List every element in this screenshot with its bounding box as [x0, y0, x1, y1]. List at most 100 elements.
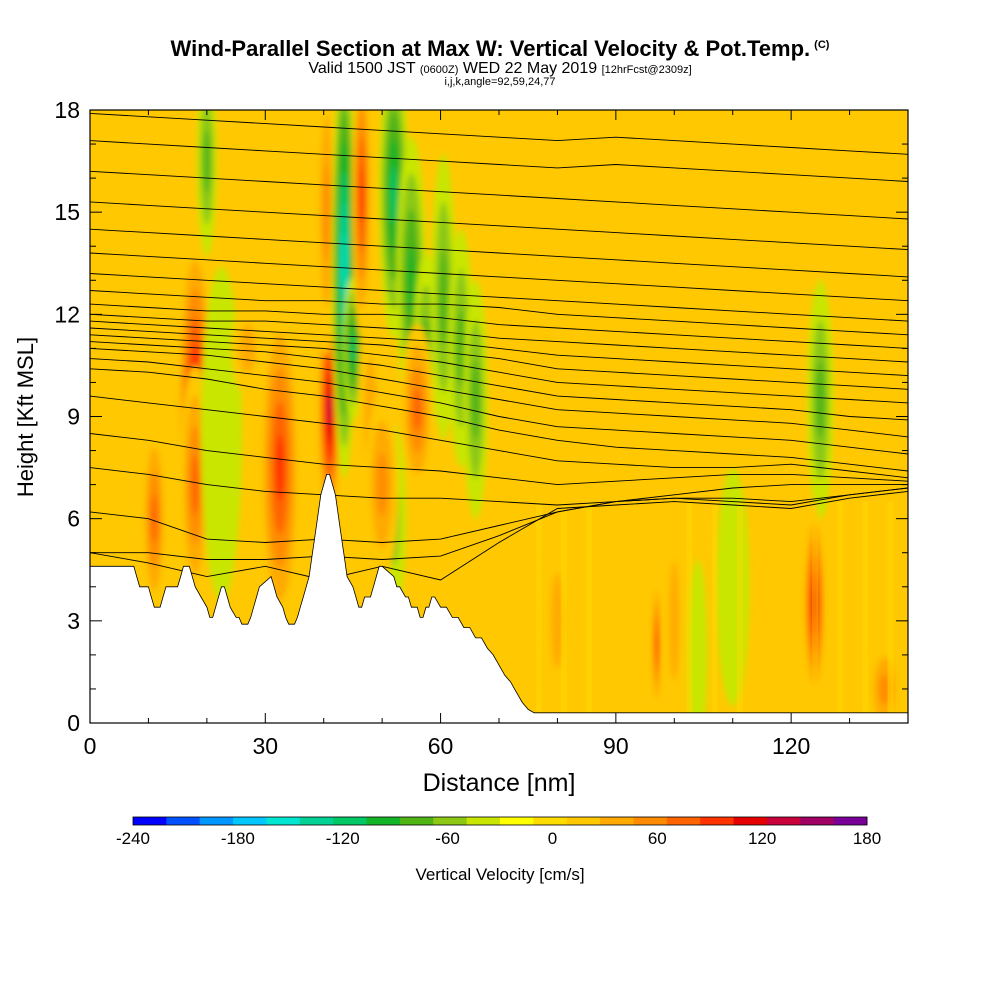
x-tick-label: 0	[84, 733, 97, 759]
colorbar-swatch	[366, 817, 401, 825]
colorbar-frame	[132, 816, 868, 826]
velocity-cell	[456, 308, 466, 389]
colorbar-swatch	[733, 817, 768, 825]
colorbar-tick-label: 0	[548, 829, 557, 848]
colorbar-swatch	[500, 817, 534, 825]
velocity-stripe	[636, 501, 643, 723]
isentrope-line	[90, 112, 908, 155]
y-tick-label: 9	[67, 404, 80, 430]
velocity-cell	[879, 673, 891, 705]
copyright-mark: (C)	[814, 38, 830, 51]
velocity-stripe	[686, 501, 693, 723]
axis-ticks: 0 30 60 90 120 0 3 6 9 12 15 18	[54, 97, 908, 759]
velocity-cell	[571, 307, 637, 594]
x-tick-label: 30	[252, 733, 278, 759]
isentrope-line	[90, 368, 908, 472]
x-axis-label: Distance [nm]	[423, 769, 576, 797]
isentrope-line	[90, 290, 908, 336]
velocity-cell	[812, 587, 817, 620]
isentrope-line	[90, 327, 908, 390]
colorbar-swatch	[199, 817, 234, 825]
velocity-stripe	[812, 501, 819, 723]
isentrope-line	[90, 228, 908, 278]
velocity-stripes	[510, 501, 894, 723]
colorbar-swatch	[833, 817, 868, 825]
colorbar-tick-label: -120	[326, 829, 360, 848]
velocity-cell	[413, 388, 422, 432]
colorbar-swatch	[700, 817, 735, 825]
colorbar-swatch	[266, 817, 301, 825]
velocity-cell	[239, 324, 256, 373]
velocity-cell	[327, 392, 332, 427]
colorbar-swatch	[466, 817, 501, 825]
velocity-cell	[407, 244, 416, 317]
isentrope-line	[90, 467, 908, 506]
x-tick-label: 90	[603, 733, 629, 759]
colorbar-swatch	[766, 817, 801, 825]
velocity-stripe	[611, 501, 618, 723]
isentrope-line	[90, 487, 908, 543]
isentrope-line	[90, 487, 908, 560]
isentrope-line	[90, 320, 908, 377]
colorbar-swatch	[800, 817, 835, 825]
y-tick-label: 3	[67, 608, 80, 634]
isentrope-line	[90, 490, 908, 581]
velocity-cell	[342, 232, 346, 294]
colorbar-swatch	[299, 817, 334, 825]
velocity-cell	[815, 359, 825, 440]
isentrope-line	[90, 347, 908, 438]
colorbar-swatch	[333, 817, 368, 825]
velocity-cell	[471, 359, 480, 440]
velocity-stripe	[761, 501, 768, 723]
colorbar-swatch	[133, 817, 167, 825]
x-tick-label: 60	[428, 733, 454, 759]
colorbar: -240 -180 -120 -60 0 60 120 180	[116, 816, 881, 848]
velocity-cell	[551, 573, 564, 669]
velocity-cell	[323, 164, 330, 260]
velocity-stripe	[862, 501, 869, 723]
y-tick-label: 15	[54, 199, 80, 225]
velocity-cell	[669, 561, 680, 681]
isentrope-contours	[90, 112, 908, 581]
velocity-cell	[716, 467, 750, 706]
velocity-stripe	[787, 501, 794, 723]
colorbar-tick-label: -180	[221, 829, 255, 848]
colorbar-swatch	[600, 817, 634, 825]
isentrope-line	[90, 313, 908, 363]
velocity-cell	[350, 334, 355, 363]
plot-area	[90, 110, 908, 723]
colorbar-swatch	[433, 817, 468, 825]
forecast-info: [12hrFcst@2309z]	[601, 64, 692, 76]
velocity-cell	[151, 494, 158, 543]
velocity-cell	[439, 249, 448, 345]
velocity-cell	[110, 291, 152, 406]
colorbar-tick-label: -60	[435, 829, 460, 848]
valid-date: WED 22 May 2019	[462, 60, 598, 77]
isentrope-line	[90, 358, 908, 455]
colorbar-swatch	[666, 817, 701, 825]
velocity-cell	[376, 452, 388, 517]
section-params: i,j,k,angle=92,59,24,77	[444, 76, 556, 88]
velocity-cell	[655, 631, 658, 659]
velocity-stripe	[837, 501, 844, 723]
isentrope-line	[90, 303, 908, 349]
y-tick-label: 0	[67, 710, 80, 736]
velocity-cell	[191, 454, 199, 515]
velocity-stripe	[535, 501, 542, 723]
velocity-stripe	[510, 501, 517, 723]
valid-time-line: Valid 1500 JST (0600Z) WED 22 May 2019 […	[0, 60, 1000, 78]
terrain-mask	[90, 474, 908, 723]
velocity-cell	[203, 129, 211, 193]
valid-prefix: Valid 1500 JST	[308, 60, 416, 77]
velocity-cell	[275, 434, 284, 501]
velocity-cell	[390, 166, 397, 224]
isentrope-line	[90, 252, 908, 302]
isentrope-line	[90, 334, 908, 404]
isentrope-line	[90, 170, 908, 220]
colorbar-tick-label: 120	[748, 829, 776, 848]
isentrope-line	[90, 395, 908, 479]
title-main: Wind-Parallel Section at Max W: Vertical…	[170, 36, 811, 61]
y-axis-label: Height [Kft MSL]	[13, 337, 38, 497]
colorbar-tick-label: 180	[853, 829, 881, 848]
